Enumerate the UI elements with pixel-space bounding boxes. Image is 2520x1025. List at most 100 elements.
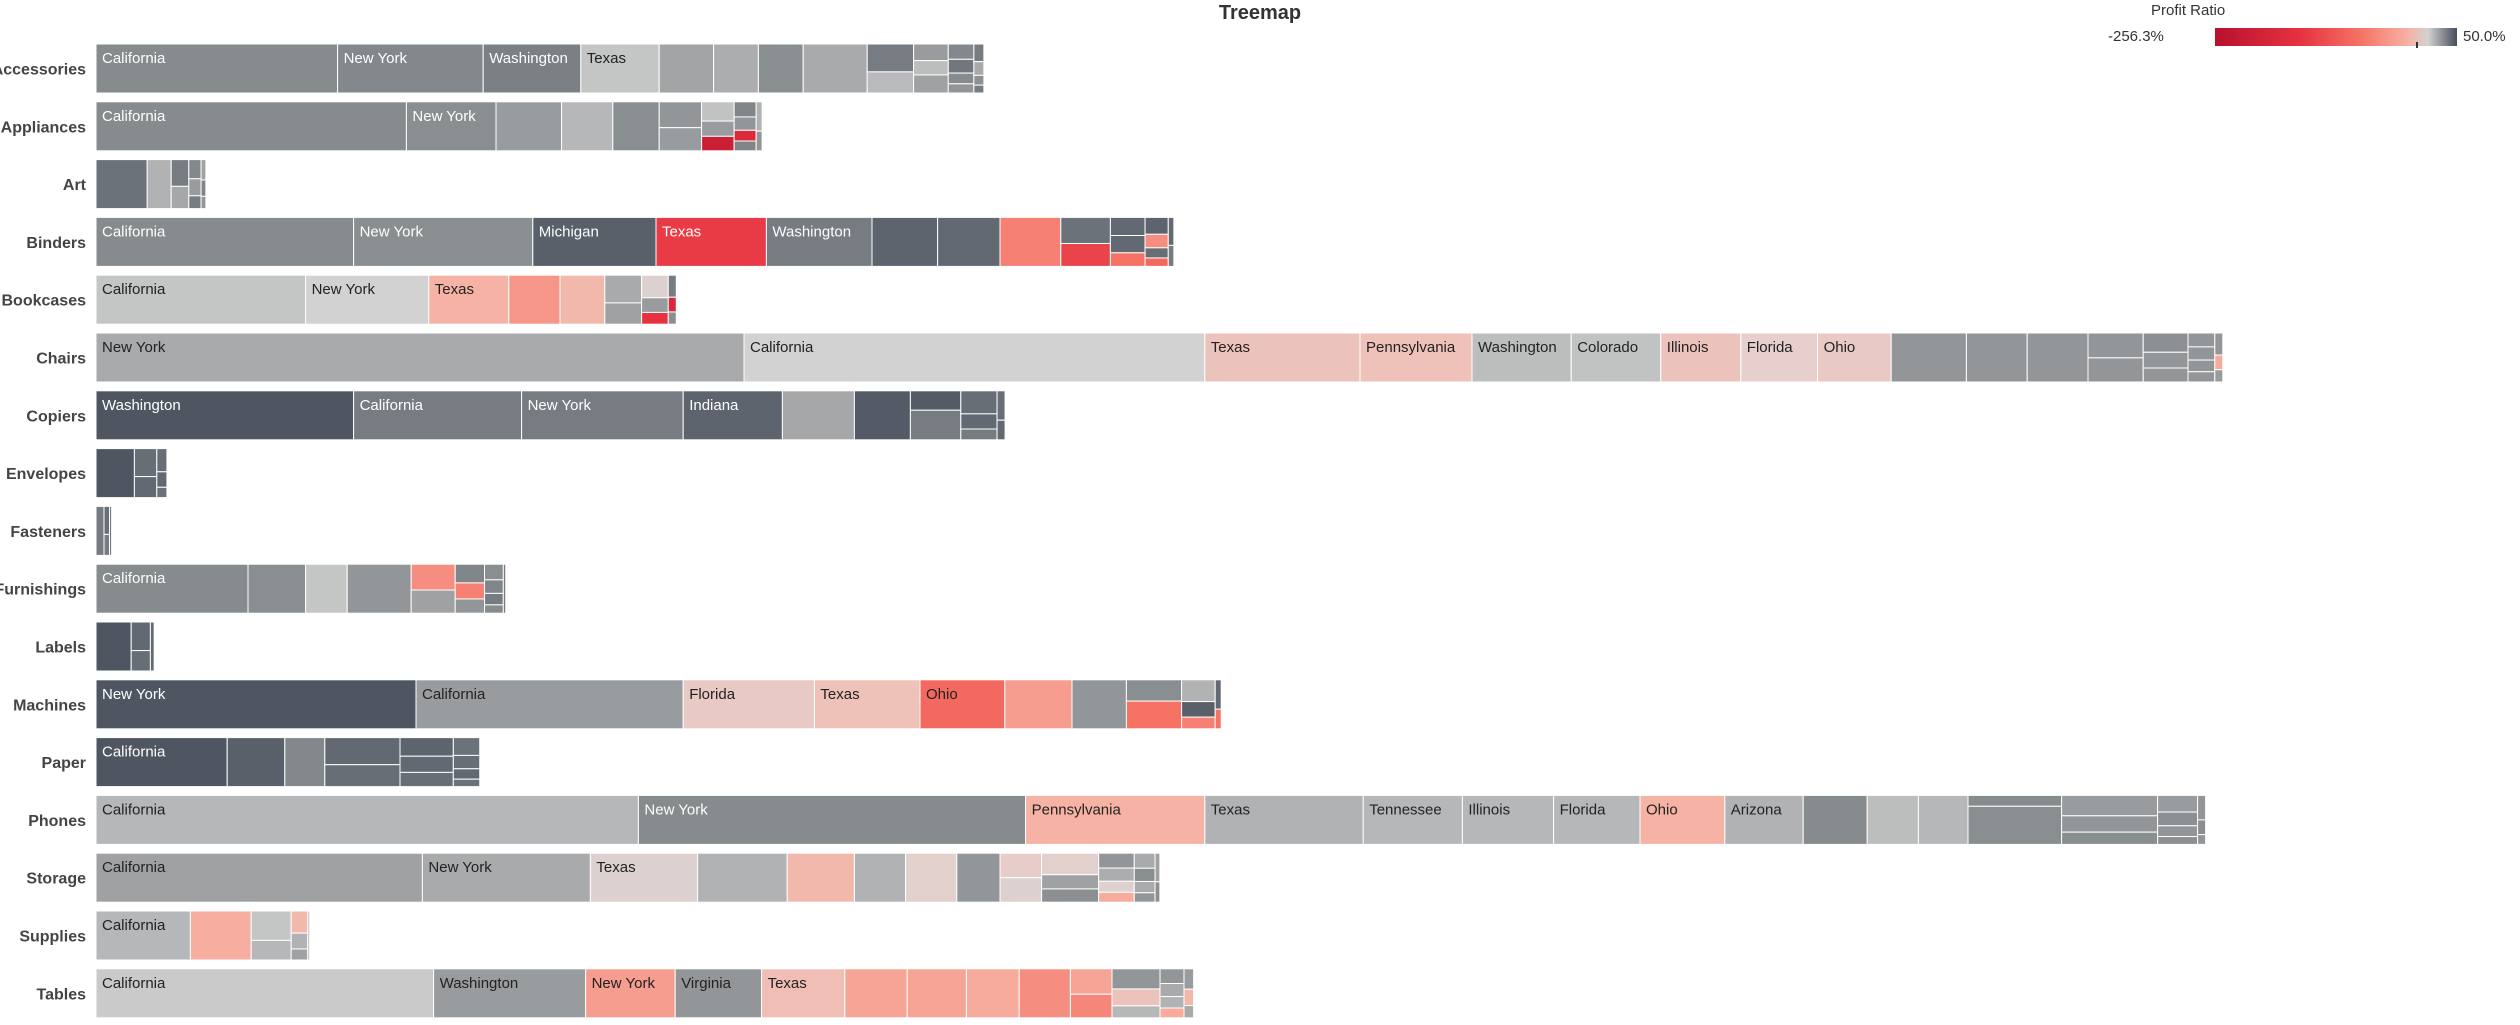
treemap-cell[interactable] xyxy=(2142,351,2189,369)
treemap-cell[interactable] xyxy=(1041,888,1100,903)
treemap-cell[interactable] xyxy=(2214,354,2224,371)
treemap-cell[interactable] xyxy=(2157,836,2199,845)
treemap-cell[interactable] xyxy=(1660,332,1742,383)
treemap-cell[interactable] xyxy=(1183,988,1195,1007)
treemap-cell[interactable] xyxy=(637,794,1027,845)
treemap-cell[interactable] xyxy=(454,598,486,614)
treemap-cell[interactable] xyxy=(1144,257,1169,267)
treemap-cell[interactable] xyxy=(2061,815,2159,833)
treemap-cell[interactable] xyxy=(2061,794,2159,817)
treemap-cell[interactable] xyxy=(667,311,677,325)
treemap-cell[interactable] xyxy=(1461,794,1555,845)
treemap-cell[interactable] xyxy=(324,764,401,788)
treemap-cell[interactable] xyxy=(1133,892,1156,903)
treemap-cell[interactable] xyxy=(95,968,435,1019)
treemap-cell[interactable] xyxy=(188,195,202,210)
treemap-cell[interactable] xyxy=(250,910,292,941)
treemap-cell[interactable] xyxy=(1060,242,1111,267)
treemap-cell[interactable] xyxy=(1109,252,1146,267)
treemap-cell[interactable] xyxy=(1967,794,2063,807)
treemap-cell[interactable] xyxy=(95,159,148,210)
treemap-cell[interactable] xyxy=(713,43,759,94)
treemap-cell[interactable] xyxy=(947,72,975,85)
treemap-cell[interactable] xyxy=(906,968,967,1019)
treemap-cell[interactable] xyxy=(1639,794,1726,845)
treemap-cell[interactable] xyxy=(189,910,252,961)
treemap-cell[interactable] xyxy=(2061,831,2159,845)
treemap-cell[interactable] xyxy=(1214,679,1222,710)
treemap-cell[interactable] xyxy=(188,178,202,197)
treemap-cell[interactable] xyxy=(2142,332,2189,353)
treemap-cell[interactable] xyxy=(1018,968,1071,1019)
treemap-cell[interactable] xyxy=(170,185,190,210)
treemap-cell[interactable] xyxy=(1111,988,1161,1007)
treemap-cell[interactable] xyxy=(454,563,486,584)
treemap-cell[interactable] xyxy=(682,390,783,441)
treemap-cell[interactable] xyxy=(247,563,307,614)
treemap-cell[interactable] xyxy=(156,486,168,499)
treemap-cell[interactable] xyxy=(95,621,132,672)
treemap-cell[interactable] xyxy=(2214,369,2224,383)
treemap-cell[interactable] xyxy=(786,852,855,903)
treemap-cell[interactable] xyxy=(95,274,307,325)
treemap-cell[interactable] xyxy=(226,737,286,788)
treemap-cell[interactable] xyxy=(1060,216,1111,244)
treemap-cell[interactable] xyxy=(290,932,309,950)
treemap-cell[interactable] xyxy=(1098,867,1135,882)
treemap-cell[interactable] xyxy=(1111,968,1161,990)
treemap-cell[interactable] xyxy=(250,939,292,961)
treemap-cell[interactable] xyxy=(1133,880,1156,894)
treemap-cell[interactable] xyxy=(913,74,949,94)
treemap-cell[interactable] xyxy=(1109,234,1146,254)
treemap-cell[interactable] xyxy=(1071,679,1127,730)
treemap-cell[interactable] xyxy=(1890,332,1967,383)
treemap-cell[interactable] xyxy=(103,505,111,535)
treemap-cell[interactable] xyxy=(1214,708,1222,730)
treemap-cell[interactable] xyxy=(399,755,454,773)
treemap-cell[interactable] xyxy=(913,43,949,62)
treemap-cell[interactable] xyxy=(697,852,788,903)
treemap-cell[interactable] xyxy=(1098,852,1135,869)
treemap-cell[interactable] xyxy=(1159,1007,1185,1019)
treemap-cell[interactable] xyxy=(755,130,763,152)
treemap-cell[interactable] xyxy=(1125,679,1183,702)
treemap-cell[interactable] xyxy=(733,101,757,118)
treemap-cell[interactable] xyxy=(947,58,975,74)
treemap-cell[interactable] xyxy=(415,679,684,730)
treemap-cell[interactable] xyxy=(1917,794,1969,845)
treemap-cell[interactable] xyxy=(2087,357,2144,383)
treemap-cell[interactable] xyxy=(999,877,1043,903)
treemap-cell[interactable] xyxy=(658,101,703,129)
treemap-cell[interactable] xyxy=(433,968,587,1019)
treemap-cell[interactable] xyxy=(346,563,412,614)
treemap-cell[interactable] xyxy=(1069,993,1113,1019)
treemap-cell[interactable] xyxy=(495,101,563,152)
treemap-cell[interactable] xyxy=(156,448,168,473)
treemap-cell[interactable] xyxy=(733,129,757,142)
treemap-cell[interactable] xyxy=(2087,332,2144,359)
treemap-cell[interactable] xyxy=(996,419,1006,441)
treemap-cell[interactable] xyxy=(1154,881,1161,903)
treemap-cell[interactable] xyxy=(508,274,561,325)
treemap-cell[interactable] xyxy=(410,589,456,614)
treemap-cell[interactable] xyxy=(701,120,735,137)
treemap-cell[interactable] xyxy=(1866,794,1919,845)
treemap-cell[interactable] xyxy=(919,679,1006,730)
treemap-cell[interactable] xyxy=(802,43,868,94)
treemap-cell[interactable] xyxy=(428,274,510,325)
treemap-cell[interactable] xyxy=(559,274,606,325)
treemap-cell[interactable] xyxy=(973,84,985,94)
treemap-cell[interactable] xyxy=(641,297,669,313)
treemap-cell[interactable] xyxy=(95,390,355,441)
treemap-cell[interactable] xyxy=(353,216,534,267)
treemap-cell[interactable] xyxy=(1159,968,1185,984)
treemap-cell[interactable] xyxy=(580,43,660,94)
treemap-cell[interactable] xyxy=(95,448,135,499)
treemap-cell[interactable] xyxy=(2142,367,2189,383)
treemap-cell[interactable] xyxy=(755,101,763,132)
treemap-cell[interactable] xyxy=(502,563,507,614)
treemap-cell[interactable] xyxy=(866,43,915,73)
treemap-cell[interactable] xyxy=(973,74,985,86)
treemap-cell[interactable] xyxy=(866,71,915,94)
treemap-cell[interactable] xyxy=(130,621,151,652)
